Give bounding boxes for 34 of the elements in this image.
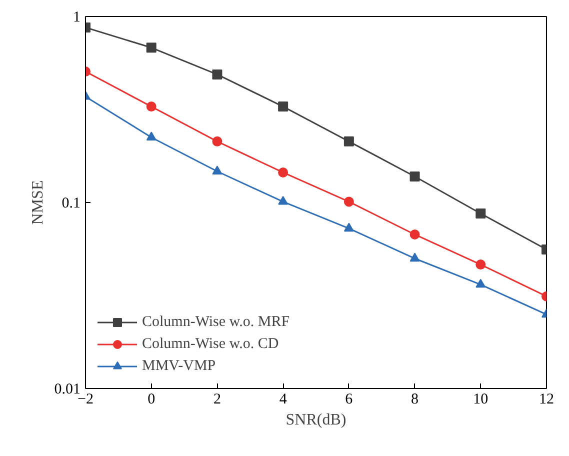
point [410,230,420,240]
y-tick-label: 1 [73,10,80,26]
point [344,136,354,146]
x-tick-label: 6 [345,392,354,408]
x-tick-label: 10 [473,392,488,408]
legend-label: Column-Wise w.o. MRF [142,314,290,330]
legend-label: MMV-VMP [142,358,216,374]
point [146,42,156,53]
x-tick-label: 0 [148,392,156,408]
legend-label: Column-Wise w.o. CD [142,336,279,352]
point [344,196,354,207]
x-tick-label: 8 [411,392,419,408]
point [476,260,486,270]
point [476,208,486,218]
point [212,166,222,174]
point [278,196,288,205]
point [212,69,222,80]
x-axis-title: SNR(dB) [286,412,346,428]
point [278,167,288,178]
point [212,136,222,146]
x-tick-label: −2 [78,392,94,408]
x-tick-label: 4 [279,392,288,408]
y-tick-label: 0.01 [54,382,80,398]
y-tick-label: 0.1 [62,196,80,212]
point [146,102,156,112]
point [410,171,420,182]
x-tick-label: 2 [213,392,221,408]
point [278,102,288,112]
x-tick-label: 12 [539,392,554,408]
point [146,132,156,140]
point [476,278,486,288]
y-axis-title: NMSE [29,180,46,225]
point [410,252,420,262]
point [344,222,354,232]
